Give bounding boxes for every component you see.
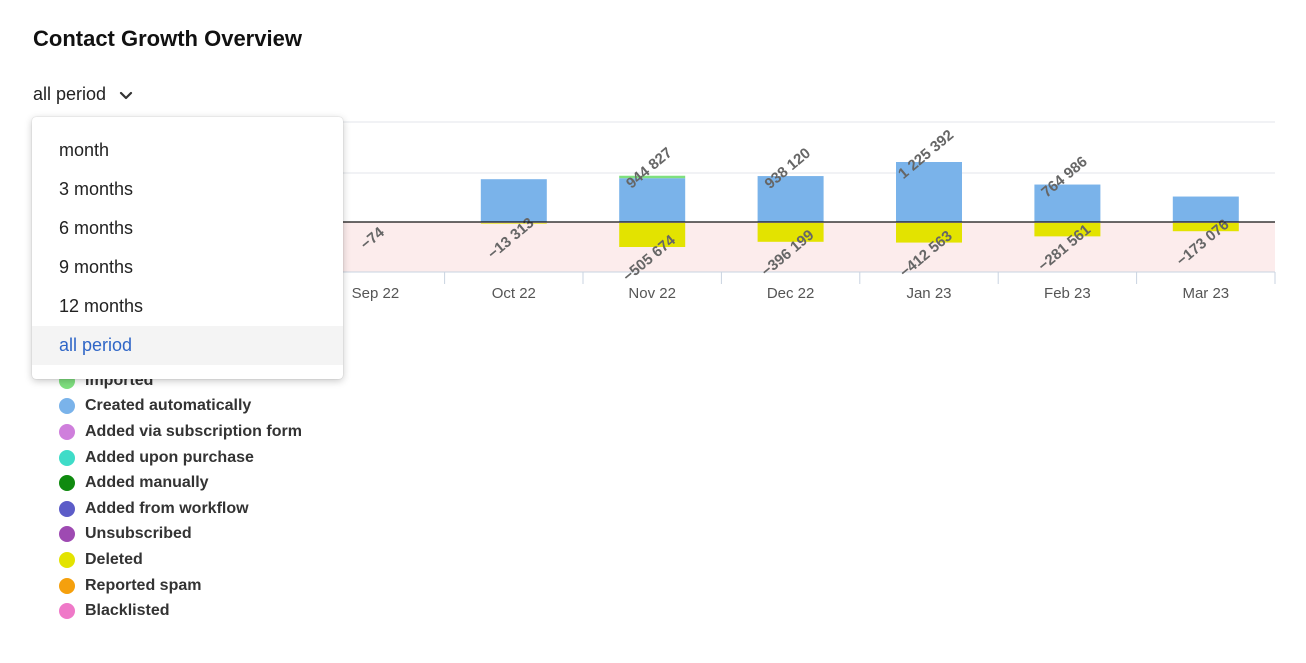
period-option[interactable]: 9 months — [59, 257, 134, 277]
legend-dot — [59, 526, 75, 543]
page-title: Contact Growth Overview — [33, 26, 302, 51]
legend-label: Added upon purchase — [85, 448, 254, 466]
period-option[interactable]: month — [59, 140, 110, 160]
legend-label: Deleted — [85, 550, 143, 568]
x-axis-label: Feb 23 — [1044, 285, 1091, 302]
period-option[interactable]: 12 months — [59, 296, 144, 316]
legend-item[interactable]: Added from workflow — [59, 496, 302, 522]
bar-deleted — [896, 223, 962, 243]
legend-label: Created automatically — [85, 397, 252, 415]
legend-item[interactable]: Deleted — [59, 547, 302, 573]
bar-created-automatically — [480, 179, 547, 222]
legend-label: Reported spam — [85, 576, 202, 594]
period-option[interactable]: 6 months — [59, 218, 134, 238]
legend-dot — [59, 500, 75, 517]
x-axis-label: Oct 22 — [492, 285, 536, 302]
contact-growth-chart: Sep 22 Oct 22 Nov 22 Dec 22 Jan 23 Feb 23 Mar … — [305, 121, 1276, 302]
bar-imported — [619, 175, 686, 179]
period-option[interactable]: 3 months — [59, 179, 134, 199]
bar-deleted — [619, 223, 686, 247]
legend-dot — [59, 449, 75, 466]
legend-dot — [59, 423, 75, 440]
legend-dot — [59, 398, 75, 415]
legend-item[interactable]: Created automatically — [59, 394, 302, 420]
bar-deleted — [480, 223, 547, 224]
x-axis-label: Nov 22 — [628, 285, 676, 302]
legend-dot — [59, 603, 75, 620]
period-dropdown-menu: month 3 months 6 months 9 months 12 months al… — [32, 117, 343, 379]
x-axis-label: Sep 22 — [352, 285, 400, 302]
legend-dot — [59, 475, 75, 492]
bar-created-automatically — [1034, 184, 1101, 222]
legend-dot — [59, 577, 75, 594]
x-axis-label: Jan 23 — [906, 285, 951, 302]
period-select-value: all period — [33, 84, 107, 104]
legend-item[interactable]: Unsubscribed — [59, 522, 302, 548]
bar-deleted — [1034, 223, 1101, 237]
legend-item[interactable]: Added via subscription form — [59, 419, 302, 445]
bar-created-automatically — [757, 176, 824, 222]
legend-label: Blacklisted — [85, 602, 170, 620]
legend-item[interactable]: Added manually — [59, 470, 302, 496]
legend-label: Added from workflow — [85, 499, 249, 517]
x-axis-label: Dec 22 — [767, 285, 815, 302]
legend-label: Added manually — [85, 474, 209, 492]
chart-legend: Imported Created automatically Added via s… — [59, 368, 302, 624]
period-option[interactable]: all period — [32, 326, 343, 365]
period-select[interactable]: all period — [33, 84, 134, 105]
chevron-down-icon — [119, 91, 133, 99]
bar-created-automatically — [1172, 196, 1239, 222]
x-axis-label: Mar 23 — [1182, 285, 1229, 302]
legend-item[interactable]: Blacklisted — [59, 598, 302, 624]
legend-label: Unsubscribed — [85, 525, 192, 543]
bar-created-automatically — [896, 162, 962, 222]
bar-deleted — [757, 223, 824, 242]
legend-item[interactable]: Added upon purchase — [59, 445, 302, 471]
bar-created-automatically — [619, 178, 686, 222]
legend-dot — [59, 551, 75, 568]
legend-label: Added via subscription form — [85, 422, 302, 440]
legend-item[interactable]: Reported spam — [59, 573, 302, 599]
bar-deleted — [1172, 223, 1239, 232]
